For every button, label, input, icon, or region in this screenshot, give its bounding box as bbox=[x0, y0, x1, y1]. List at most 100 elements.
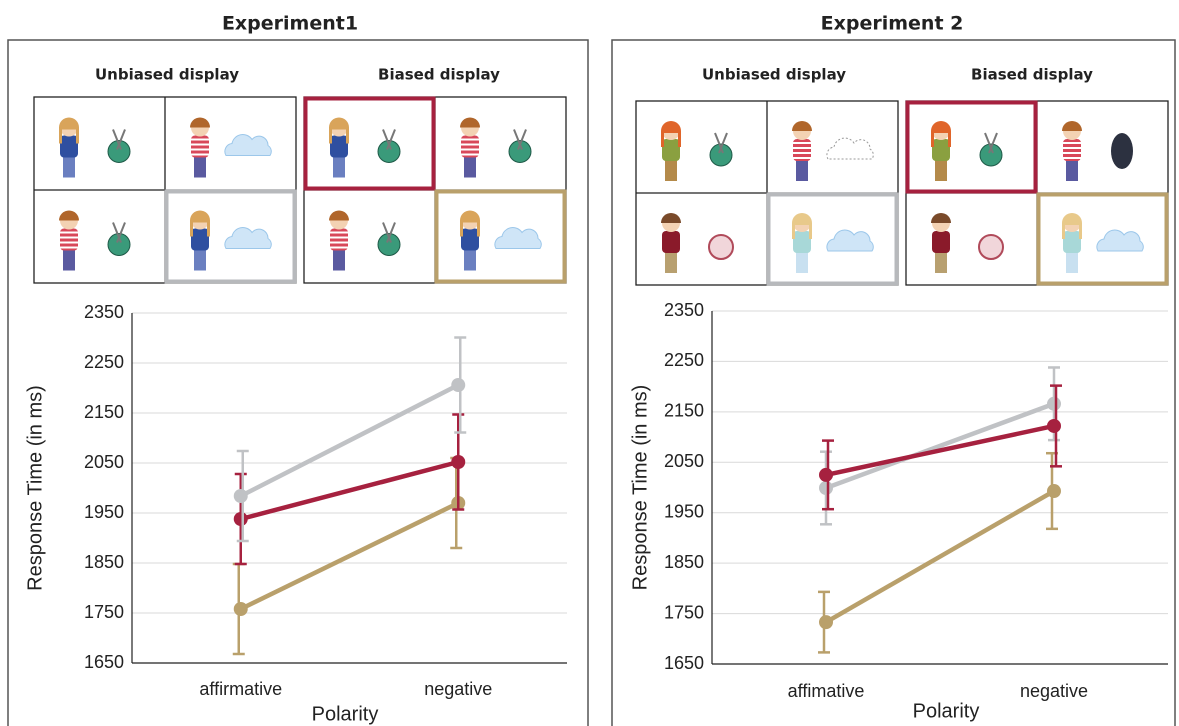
child-body bbox=[662, 231, 680, 253]
child-illustration bbox=[1062, 121, 1082, 181]
object-illustration bbox=[979, 132, 1003, 167]
highlight-box bbox=[303, 96, 436, 191]
highlight-box bbox=[905, 100, 1038, 194]
y-axis-label: Response Time (in ms) bbox=[24, 385, 46, 591]
child-legs bbox=[464, 248, 476, 271]
needle bbox=[517, 129, 527, 150]
child-hair bbox=[1062, 121, 1082, 131]
yarn-ball bbox=[1111, 133, 1133, 169]
child-body bbox=[1063, 139, 1081, 161]
yarn-ball bbox=[978, 234, 1004, 260]
stripe bbox=[330, 241, 348, 244]
panel-title: Experiment 2 bbox=[821, 13, 964, 35]
object-illustration bbox=[508, 129, 532, 163]
child-body bbox=[461, 228, 479, 251]
y-tick-label: 2350 bbox=[84, 302, 124, 322]
cloud bbox=[826, 137, 874, 160]
child-body bbox=[662, 139, 680, 161]
data-point bbox=[233, 489, 248, 503]
panel-title: Experiment1 bbox=[222, 13, 358, 35]
child-body bbox=[793, 231, 811, 253]
needle bbox=[718, 132, 728, 154]
needle bbox=[386, 129, 396, 150]
child-legs bbox=[63, 155, 75, 178]
cloud bbox=[826, 229, 874, 252]
child-hair bbox=[661, 213, 681, 223]
child-legs bbox=[1066, 251, 1078, 273]
y-tick-label: 2050 bbox=[84, 452, 124, 472]
y-tick-label: 2050 bbox=[664, 451, 704, 471]
y-tick-label: 2350 bbox=[664, 300, 704, 320]
series-line bbox=[825, 401, 1055, 491]
child-body bbox=[191, 135, 209, 158]
object-illustration bbox=[1096, 229, 1144, 252]
yarn-ball bbox=[377, 233, 401, 256]
data-point bbox=[819, 481, 833, 496]
child-legs bbox=[333, 155, 345, 178]
yarn-ball bbox=[107, 233, 131, 256]
child-legs bbox=[665, 159, 677, 181]
y-tick-label: 1750 bbox=[664, 602, 704, 622]
x-tick-label: affimative bbox=[788, 681, 865, 701]
data-point bbox=[233, 512, 248, 526]
child-body bbox=[60, 135, 78, 158]
display-label: Biased display bbox=[378, 66, 500, 84]
child-legs bbox=[935, 251, 947, 273]
child-legs bbox=[194, 155, 206, 178]
needle bbox=[988, 132, 998, 154]
child-hair bbox=[931, 121, 951, 147]
child-illustration bbox=[792, 213, 812, 273]
stripe bbox=[461, 153, 479, 156]
needle bbox=[116, 222, 126, 243]
child-legs bbox=[796, 159, 808, 181]
yarn-ball bbox=[979, 143, 1003, 167]
highlight-box bbox=[434, 189, 567, 284]
child-illustration bbox=[190, 117, 210, 178]
yarn-ball bbox=[107, 140, 131, 163]
x-axis-label: Polarity bbox=[312, 703, 379, 725]
y-axis-label: Response Time (in ms) bbox=[629, 385, 651, 591]
object-illustration bbox=[494, 227, 542, 249]
display-label: Unbiased display bbox=[95, 66, 239, 84]
child-illustration bbox=[661, 213, 681, 273]
y-tick-label: 2250 bbox=[84, 352, 124, 372]
yarn-ball bbox=[708, 234, 734, 260]
stripe bbox=[330, 236, 348, 239]
cloud bbox=[224, 134, 272, 156]
stripe bbox=[60, 231, 78, 234]
data-point bbox=[1047, 418, 1061, 433]
child-hair bbox=[931, 213, 951, 223]
child-illustration bbox=[931, 213, 951, 273]
highlight-box bbox=[1036, 192, 1169, 286]
child-hair bbox=[190, 210, 210, 237]
x-tick-label: affirmative bbox=[199, 679, 282, 699]
child-body bbox=[932, 139, 950, 161]
child-illustration bbox=[460, 117, 480, 178]
child-illustration bbox=[792, 121, 812, 181]
data-point bbox=[451, 378, 466, 392]
child-illustration bbox=[661, 121, 681, 181]
child-legs bbox=[1066, 159, 1078, 181]
child-body bbox=[793, 139, 811, 161]
child-illustration bbox=[190, 210, 210, 271]
needle bbox=[382, 129, 392, 150]
child-illustration bbox=[460, 210, 480, 271]
object-illustration bbox=[224, 227, 272, 249]
child-legs bbox=[333, 248, 345, 271]
data-point bbox=[819, 615, 833, 630]
y-tick-label: 2150 bbox=[84, 402, 124, 422]
cloud bbox=[224, 227, 272, 249]
object-illustration bbox=[826, 137, 874, 160]
y-tick-label: 1950 bbox=[664, 501, 704, 521]
child-hair bbox=[460, 210, 480, 237]
child-body bbox=[191, 228, 209, 251]
stripe bbox=[1063, 142, 1081, 144]
yarn-ball bbox=[709, 143, 733, 167]
stripe bbox=[60, 241, 78, 244]
child-hair bbox=[329, 210, 349, 221]
stripe bbox=[1063, 152, 1081, 154]
yarn-ball bbox=[377, 140, 401, 163]
stripe bbox=[793, 152, 811, 154]
child-body bbox=[330, 135, 348, 158]
child-legs bbox=[665, 251, 677, 273]
